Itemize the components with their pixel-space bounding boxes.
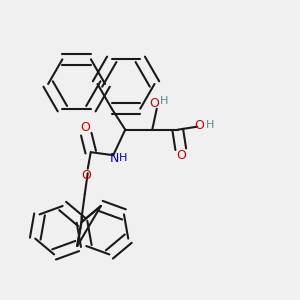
Text: H: H	[119, 153, 127, 163]
Text: N: N	[110, 152, 119, 165]
Text: O: O	[176, 149, 186, 162]
Text: O: O	[149, 97, 159, 110]
Text: H: H	[160, 96, 168, 106]
Text: O: O	[80, 121, 90, 134]
Text: O: O	[194, 119, 204, 132]
Text: H: H	[206, 120, 214, 130]
Text: O: O	[81, 169, 91, 182]
